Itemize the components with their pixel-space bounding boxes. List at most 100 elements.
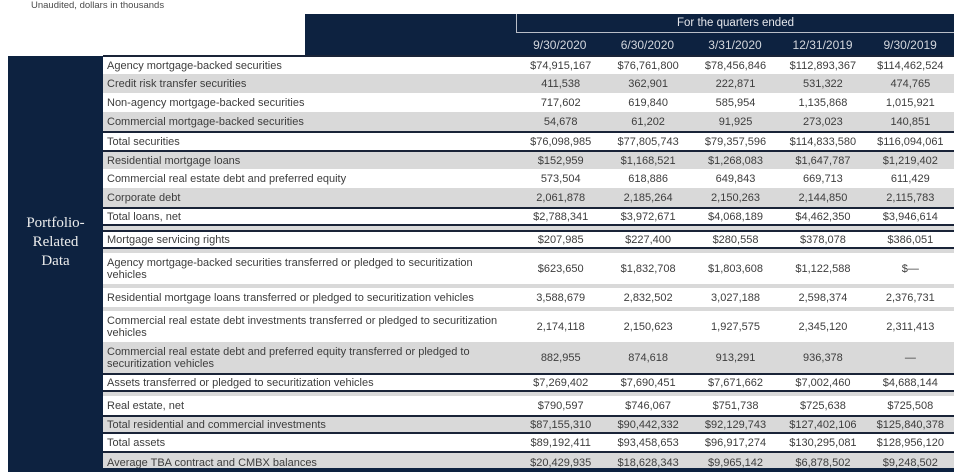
cell-value: 222,871 <box>715 77 756 90</box>
bottom-bar <box>8 468 954 472</box>
cell-value: 618,886 <box>628 172 668 185</box>
cell-value: 611,429 <box>890 172 930 185</box>
cell-value: $128,956,120 <box>876 436 944 449</box>
table-row: Average TBA contract and CMBX balances $2… <box>103 453 954 472</box>
row-label: Residential mortgage loans <box>107 154 241 167</box>
table-row: Total assets $89,192,411 $93,458,653 $96,91… <box>103 434 954 453</box>
table-row: Commercial real estate debt investments … <box>103 311 954 342</box>
cell-value: 585,954 <box>715 96 756 109</box>
cell-value: $790,597 <box>537 399 584 412</box>
cell-value: $725,638 <box>799 399 846 412</box>
row-label: Credit risk transfer securities <box>107 77 247 90</box>
cell-value: $76,098,985 <box>530 135 592 148</box>
cell-value: $9,248,502 <box>882 456 938 469</box>
row-label: Commercial real estate debt and preferre… <box>107 345 470 370</box>
cell-value: $74,915,167 <box>530 59 592 72</box>
cell-value: 3,588,679 <box>536 291 586 304</box>
cell-value: $152,959 <box>537 154 584 167</box>
sidebar-label-line: Related <box>32 234 79 250</box>
cell-value: 1,135,868 <box>798 96 848 109</box>
cell-value: $90,442,332 <box>617 418 679 431</box>
cell-value: $623,650 <box>537 262 584 275</box>
cell-value: $130,295,081 <box>789 436 857 449</box>
table-row: Non-agency mortgage-backed securities 717… <box>103 93 954 112</box>
cell-value: 1,015,921 <box>885 96 935 109</box>
table-row: Commercial real estate debt and preferre… <box>103 342 954 373</box>
cell-value: — <box>904 351 916 364</box>
cell-value: $112,893,367 <box>789 59 857 72</box>
cell-value: $77,805,743 <box>617 135 679 148</box>
cell-value: $2,788,341 <box>533 210 589 223</box>
table-row: Credit risk transfer securities 411,538 36… <box>103 74 954 93</box>
cell-value: $7,671,662 <box>707 376 764 389</box>
unaudited-note: Unaudited, dollars in thousands <box>31 0 165 11</box>
cell-value: $93,458,653 <box>617 436 679 449</box>
sidebar-label: Portfolio- Related Data <box>8 214 103 271</box>
table-row: Commercial mortgage-backed securities 54,… <box>103 112 954 131</box>
sidebar-label-line: Portfolio- <box>26 215 85 231</box>
column-header: 9/30/2019 <box>883 37 937 52</box>
cell-value: $3,972,671 <box>620 210 676 223</box>
cell-value: 140,851 <box>890 115 931 128</box>
row-label: Residential mortgage loans transferred o… <box>107 291 474 304</box>
cell-value: $79,357,596 <box>704 135 767 148</box>
cell-value: 619,840 <box>628 96 668 109</box>
cell-value: 573,504 <box>540 172 581 185</box>
cell-value: $207,985 <box>537 233 584 246</box>
row-label: Commercial real estate debt investments … <box>107 314 498 339</box>
cell-value: 874,618 <box>628 351 668 364</box>
cell-value: $751,738 <box>712 399 759 412</box>
cell-value: $1,168,521 <box>620 154 676 167</box>
row-label: Total securities <box>107 135 180 148</box>
row-label: Commercial mortgage-backed securities <box>107 115 304 128</box>
cell-value: 2,311,413 <box>886 320 935 333</box>
column-header: 6/30/2020 <box>620 37 675 52</box>
column-header-row: 9/30/2020 6/30/2020 3/31/2020 12/31/2019 9/3… <box>516 34 954 55</box>
spacer-row <box>103 307 954 311</box>
cell-value: $76,761,800 <box>617 59 679 72</box>
table-row: Commercial real estate debt and preferre… <box>103 169 954 188</box>
spacer-row <box>103 249 954 253</box>
cell-value: 54,678 <box>543 115 578 128</box>
cell-value: 411,538 <box>541 77 581 90</box>
cell-value: $386,051 <box>887 233 934 246</box>
spacer-row <box>103 284 954 288</box>
table-row: Residential mortgage loans $152,959 $1,168… <box>103 150 954 169</box>
cell-value: $114,462,524 <box>877 59 944 72</box>
cell-value: $125,840,378 <box>876 418 944 431</box>
cell-value: $— <box>901 262 919 275</box>
column-header: 3/31/2020 <box>708 37 762 52</box>
spacer-row <box>103 226 954 230</box>
row-label: Assets transferred or pledged to securit… <box>107 376 374 389</box>
cell-value: $1,647,787 <box>795 154 851 167</box>
row-label: Total loans, net <box>107 210 181 223</box>
table-row: Total loans, net $2,788,341 $3,972,671 $4,0… <box>103 207 954 226</box>
sidebar-label-line: Data <box>41 253 70 269</box>
cell-value: $92,129,743 <box>704 418 767 431</box>
cell-value: $116,094,061 <box>877 135 944 148</box>
row-label: Commercial real estate debt and preferre… <box>107 172 347 185</box>
quarters-header-band: For the quarters ended 9/30/2020 6/30/202… <box>305 14 954 55</box>
table-rows: Agency mortgage-backed securities $74,915… <box>103 55 954 472</box>
table-row: Agency mortgage-backed securities $74,915… <box>103 55 954 74</box>
cell-value: $6,878,502 <box>795 456 851 469</box>
cell-value: 717,602 <box>540 96 581 109</box>
row-label: Total assets <box>107 436 166 449</box>
cell-value: 2,174,118 <box>536 320 585 333</box>
sidebar-portfolio-related-data: Portfolio- Related Data <box>8 56 103 472</box>
cell-value: 474,765 <box>890 77 931 90</box>
table-row: Corporate debt 2,061,878 2,185,264 2,150,26… <box>103 188 954 207</box>
row-label: Agency mortgage-backed securities <box>107 59 282 72</box>
cell-value: 2,376,731 <box>885 291 935 304</box>
table-row: Total securities $76,098,985 $77,805,743 $7… <box>103 131 954 150</box>
cell-value: 649,843 <box>715 172 756 185</box>
cell-value: $4,462,350 <box>795 210 851 223</box>
table-row: Assets transferred or pledged to securit… <box>103 373 954 392</box>
cell-value: 273,023 <box>803 115 843 128</box>
cell-value: $227,400 <box>625 233 672 246</box>
cell-value: 61,202 <box>631 115 665 128</box>
cell-value: $746,067 <box>625 399 672 412</box>
quarters-ended-label: For the quarters ended <box>516 14 954 33</box>
cell-value: 2,598,374 <box>798 291 848 304</box>
row-label: Mortgage servicing rights <box>107 233 230 246</box>
